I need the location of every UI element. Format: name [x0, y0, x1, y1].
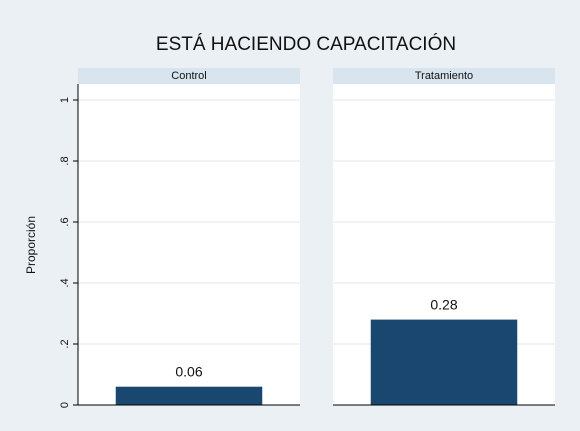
y-tick-label: .4	[59, 278, 71, 287]
bar	[370, 319, 518, 405]
y-axis-label: Proporción	[24, 216, 38, 274]
data-label: 0.28	[430, 296, 457, 312]
y-tick-label: 0	[59, 402, 71, 408]
bar	[115, 386, 263, 405]
plot-area	[78, 84, 300, 405]
facet-header	[333, 68, 555, 84]
facet-title: Tratamiento	[415, 70, 473, 82]
facet-header	[78, 68, 300, 84]
y-tick-label: .2	[59, 339, 71, 348]
y-tick-label: 1	[59, 97, 71, 103]
y-tick-label: .8	[59, 156, 71, 165]
chart-title: ESTÁ HACIENDO CAPACITACIÓN	[156, 33, 456, 55]
facet-title: Control	[171, 70, 206, 82]
data-label: 0.06	[175, 363, 202, 379]
y-tick-label: .6	[59, 217, 71, 226]
